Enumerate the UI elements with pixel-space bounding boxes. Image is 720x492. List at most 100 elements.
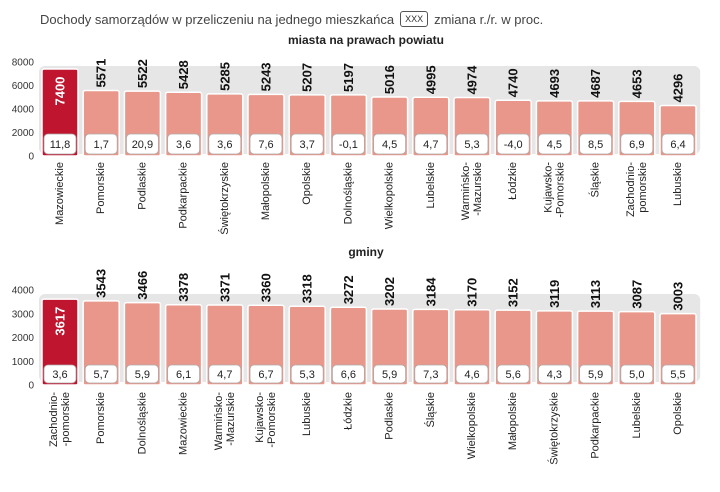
gmina-category-label: Wielkopolskie (466, 392, 478, 459)
gmina-category-label: Dolnośląskie (136, 392, 148, 454)
gmina-change-box (538, 364, 571, 384)
city-change-box (496, 133, 530, 155)
city-value-label: 5285 (217, 62, 232, 91)
gmina-y-tick-label: 3000 (12, 309, 35, 320)
gmina-category-text: Wielkopolskie (466, 392, 478, 459)
city-change-label: 7,6 (258, 139, 273, 151)
gmina-value-label: 3119 (547, 280, 562, 308)
gmina-category-label: Zachodnio- -pomorskie (48, 392, 72, 447)
city-value-label: 4693 (547, 69, 562, 98)
gmina-category-text: -pomorskie (60, 392, 72, 446)
gmina-change-label: 5,6 (506, 369, 521, 381)
city-value-label: 4995 (423, 65, 438, 94)
city-category-text: Pomorskie (95, 162, 107, 214)
gmina-category-label: Łódzkie (342, 392, 354, 430)
city-category-text: Świętokrzyskie (218, 162, 231, 235)
city-change-box (414, 133, 448, 155)
gmina-bar (123, 301, 162, 386)
city-value-label: 5016 (382, 65, 397, 94)
city-value-label: 5243 (259, 62, 274, 91)
gmina-category-text: Podkarpackie (590, 392, 602, 459)
gmina-category-text: Kujawsko- (254, 392, 266, 443)
gmina-category-text: Małopolskie (507, 392, 519, 450)
city-category-label: Małopolskie (260, 162, 272, 220)
gmina-value-label: 3378 (176, 273, 191, 302)
city-category-text: Mazowieckie (54, 162, 66, 225)
gmina-change-label: 6,1 (176, 369, 191, 381)
city-category-text: Małopolskie (260, 162, 272, 220)
gmina-change-label: 5,9 (588, 369, 603, 381)
city-change-box (579, 133, 612, 155)
city-change-box (661, 133, 695, 155)
gmina-y-tick-label: 0 (28, 381, 34, 392)
gmina-category-text: Warmińsko- (213, 392, 225, 451)
city-change-box (84, 133, 118, 155)
gmina-y-tick-label: 1000 (12, 357, 35, 368)
city-change-box (620, 133, 654, 155)
city-value-label: 5428 (176, 60, 191, 89)
city-change-label: 20,9 (132, 139, 153, 151)
city-category-label: Świętokrzyskie (218, 162, 231, 235)
city-panel-title: miasta na prawach powiatu (288, 33, 444, 47)
gmina-category-text: -Pomorskie (266, 392, 278, 448)
city-category-label: Warmińsko- -Mazurskie (460, 162, 484, 221)
gmina-category-text: Mazowieckie (178, 392, 190, 455)
city-change-label: 4,5 (547, 139, 562, 151)
city-value-label: 4974 (465, 65, 480, 95)
gmina-value-label: 3170 (465, 278, 480, 307)
city-category-label: Lubuskie (672, 162, 684, 206)
city-y-tick-label: 4000 (12, 105, 35, 116)
city-category-text: Lubuskie (672, 162, 684, 206)
gmina-change-box (373, 364, 407, 384)
gmina-category-text: Dolnośląskie (136, 392, 148, 454)
city-category-label: Łódzkie (507, 162, 519, 200)
gmina-category-text: Pomorskie (95, 392, 107, 444)
city-category-text: Kujawsko- (542, 162, 554, 213)
gmina-change-label: 5,3 (300, 369, 315, 381)
gmina-category-label: Lubelskie (631, 392, 643, 438)
city-change-box (455, 133, 489, 155)
gmina-category-label: Podkarpackie (590, 392, 602, 459)
header-title: Dochody samorządów w przeliczeniu na jed… (40, 11, 395, 27)
city-category-text: Łódzkie (507, 162, 519, 200)
city-value-label: 5522 (135, 59, 150, 88)
city-value-label: 7400 (53, 77, 68, 106)
gmina-category-text: Śląskie (424, 392, 437, 427)
city-category-text: Wielkopolskie (384, 162, 396, 229)
gmina-value-label: 3113 (588, 280, 603, 308)
gmina-y-tick-label: 2000 (12, 333, 35, 344)
gmina-category-label: Świętokrzyskie (547, 392, 560, 465)
city-category-label: Opolskie (301, 162, 313, 205)
gmina-category-label: Warmińsko- -Mazurskie (213, 392, 237, 451)
city-change-box (167, 133, 201, 155)
gmina-change-box (414, 364, 448, 384)
gmina-change-box (579, 364, 612, 384)
city-change-label: 4,5 (382, 139, 397, 151)
gmina-value-label: 3318 (300, 274, 315, 303)
city-value-label: 4740 (506, 68, 521, 97)
gmina-category-text: Lubelskie (631, 392, 643, 438)
city-change-box (290, 133, 324, 155)
city-category-text: Warmińsko- (460, 162, 472, 221)
gmina-value-label: 3003 (671, 282, 686, 311)
gmina-value-label: 3360 (259, 273, 274, 302)
gmina-change-box (455, 364, 489, 384)
city-change-box (208, 133, 242, 155)
city-change-label: 3,6 (176, 139, 191, 151)
city-category-label: Wielkopolskie (384, 162, 396, 229)
gmina-change-label: 4,6 (464, 369, 479, 381)
city-category-label: Lubelskie (425, 162, 437, 208)
gmina-y-tick-label: 4000 (12, 286, 35, 297)
gmina-change-label: 6,7 (258, 369, 273, 381)
city-value-label: 5571 (94, 59, 109, 88)
gmina-category-text: Świętokrzyskie (547, 392, 560, 465)
city-change-box (373, 133, 407, 155)
city-change-label: 6,9 (629, 139, 644, 151)
gmina-panel-title: gminy (348, 245, 384, 259)
city-change-label: 8,5 (588, 139, 603, 151)
city-category-text: pomorskie (637, 162, 649, 213)
gmina-value-label: 3466 (135, 271, 150, 300)
city-category-text: Podlaskie (136, 162, 148, 210)
gmina-change-label: 5,0 (629, 369, 644, 381)
